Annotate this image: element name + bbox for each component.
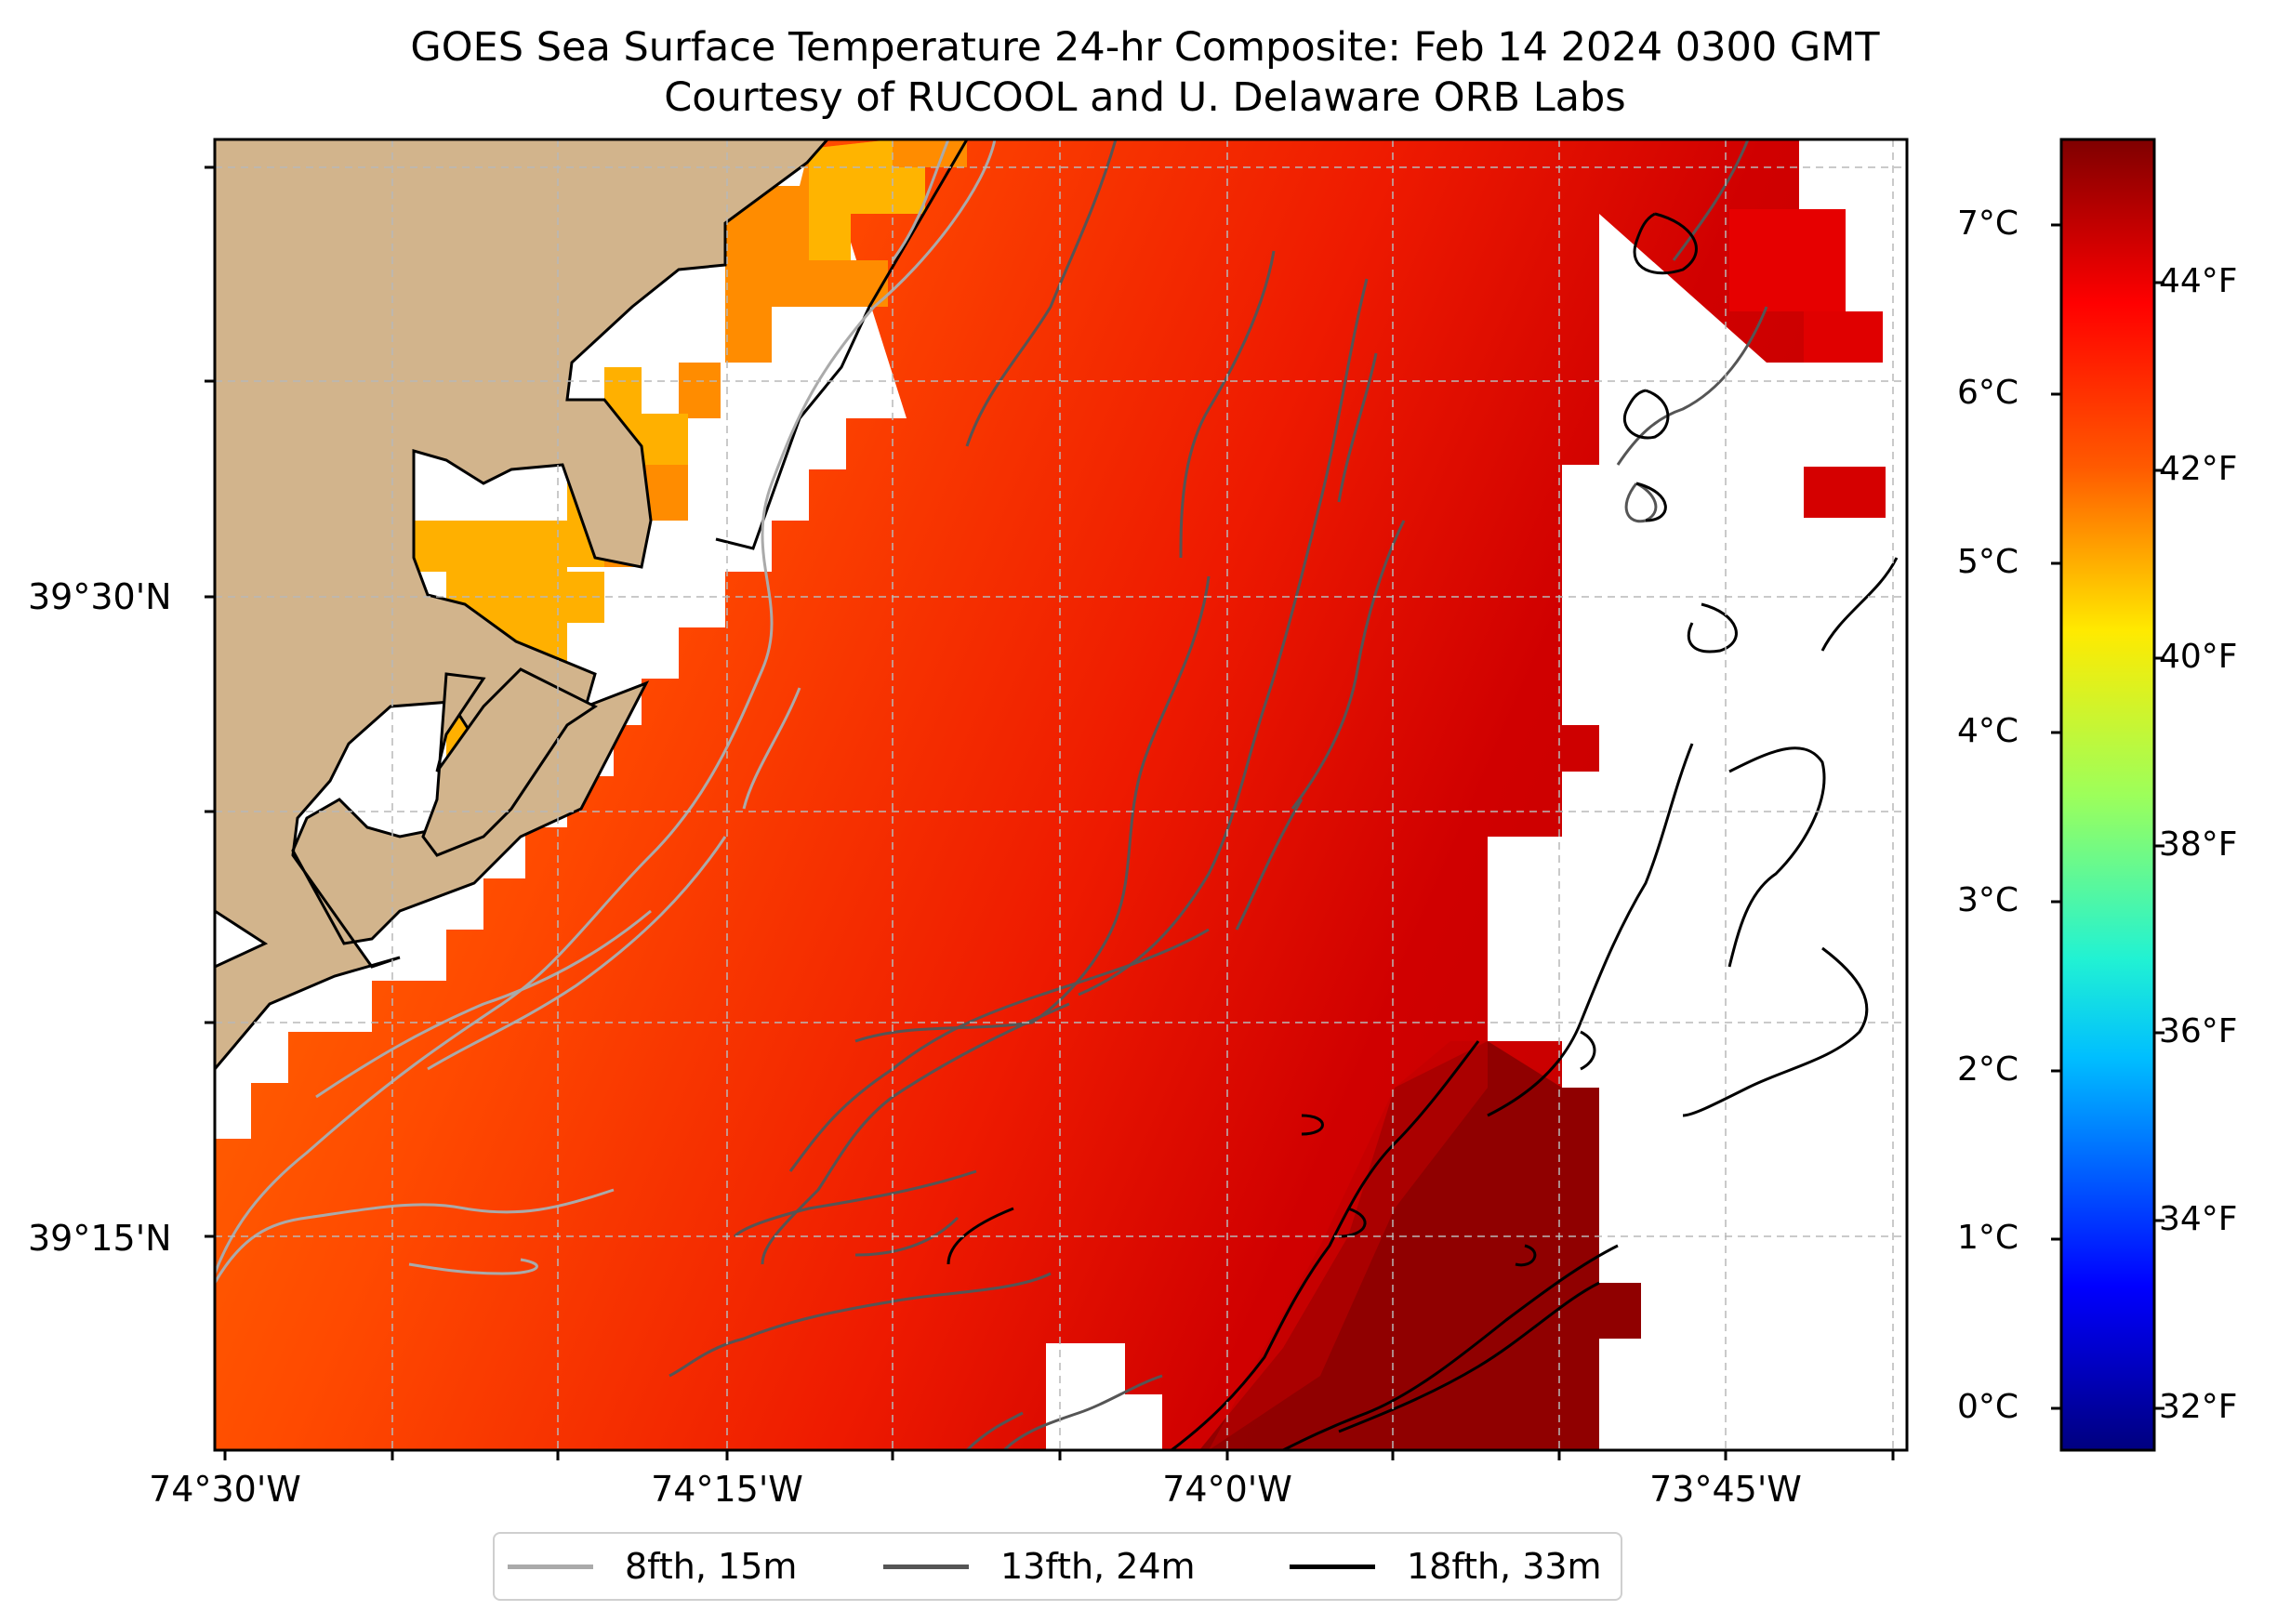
gridlines — [215, 139, 1907, 1450]
legend-item-24m: 13fth, 24m — [883, 1534, 1196, 1599]
cb-f-label-44: 44°F — [2159, 262, 2238, 300]
contour-33m — [946, 212, 1899, 1450]
legend-label-24m: 13fth, 24m — [1000, 1546, 1196, 1587]
cb-f-label-38: 38°F — [2159, 825, 2238, 864]
sst-patch-ne-2 — [1804, 311, 1883, 363]
cb-f-label-42: 42°F — [2159, 450, 2238, 488]
lon-label-74-0: 74°0'W — [1162, 1469, 1292, 1510]
colorbar — [2059, 138, 2156, 1452]
land-nj — [215, 139, 829, 1072]
coastline — [715, 139, 969, 550]
cb-f-label-40: 40°F — [2159, 638, 2238, 676]
legend-swatch-24m — [883, 1564, 969, 1569]
lon-label-74-30: 74°30'W — [149, 1469, 301, 1510]
sst-patch-ne-1 — [1729, 209, 1846, 311]
sst-nearshore-yellow — [809, 139, 925, 260]
legend-label-33m: 18fth, 33m — [1407, 1546, 1602, 1587]
lat-label-39-30: 39°30'N — [28, 576, 172, 617]
sst-warm-band — [1209, 1041, 1488, 1450]
contour-15m — [215, 139, 997, 1284]
lon-label-73-45: 73°45'W — [1649, 1469, 1802, 1510]
cb-c-label-2: 2°C — [1957, 1050, 2019, 1089]
legend-item-15m: 8fth, 15m — [508, 1534, 797, 1599]
land-cape — [421, 667, 598, 857]
lon-label-74-15: 74°15'W — [651, 1469, 803, 1510]
sst-patch-ne-3 — [1804, 467, 1886, 518]
legend-swatch-15m — [508, 1564, 593, 1569]
axis-ticks — [205, 165, 1895, 1460]
cb-c-label-7: 7°C — [1957, 205, 2019, 243]
colorbar-ticks — [2051, 223, 2164, 1410]
cb-c-label-6: 6°C — [1957, 374, 2019, 412]
cb-c-label-4: 4°C — [1957, 712, 2019, 750]
legend-label-15m: 8fth, 15m — [625, 1546, 798, 1587]
cb-c-label-0: 0°C — [1957, 1388, 2019, 1426]
cb-f-label-34: 34°F — [2159, 1200, 2238, 1238]
map-subtitle: Courtesy of RUCOOL and U. Delaware ORB L… — [664, 74, 1626, 121]
legend-swatch-33m — [1290, 1564, 1375, 1569]
legend-item-33m: 18fth, 33m — [1290, 1534, 1602, 1599]
lat-label-39-15: 39°15'N — [28, 1218, 172, 1259]
map-title: GOES Sea Surface Temperature 24-hr Compo… — [410, 24, 1880, 71]
cb-c-label-1: 1°C — [1957, 1219, 2019, 1257]
contour-legend: 8fth, 15m 13fth, 24m 18fth, 33m — [493, 1532, 1622, 1601]
cb-f-label-32: 32°F — [2159, 1388, 2238, 1426]
cb-c-label-5: 5°C — [1957, 543, 2019, 581]
cb-c-label-3: 3°C — [1957, 881, 2019, 919]
cb-f-label-36: 36°F — [2159, 1012, 2238, 1050]
